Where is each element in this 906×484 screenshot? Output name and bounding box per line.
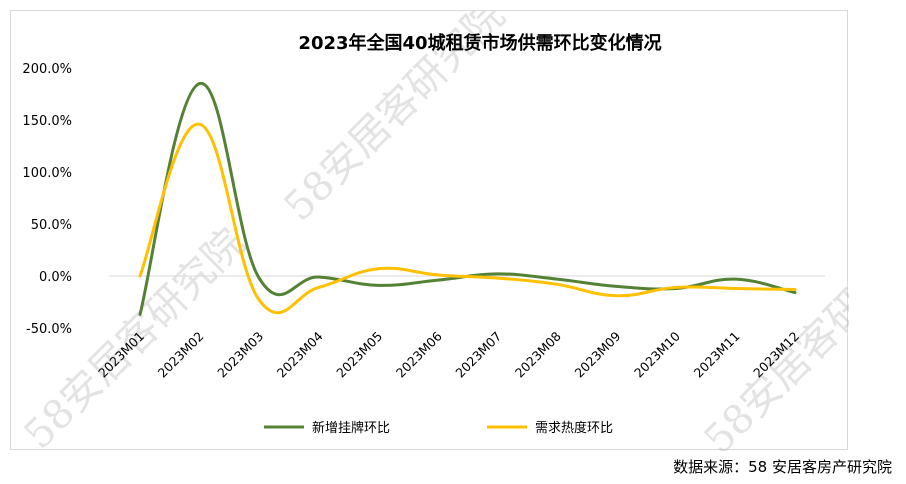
chart-title: 2023年全国40城租赁市场供需环比变化情况 xyxy=(298,32,661,54)
chart-frame: 58安居客研究院 58安居客研究院 58安居客研究院 2023年全国40城租赁市场供… xyxy=(10,10,849,451)
x-tick-label: 2023M04 xyxy=(274,328,326,380)
x-tick-label: 2023M05 xyxy=(333,329,385,381)
x-tick-label: 2023M10 xyxy=(631,328,683,380)
source-note: 数据来源：58 安居客房产研究院 xyxy=(673,458,892,476)
x-tick-label: 2023M06 xyxy=(393,328,445,380)
watermark-text: 58安居客研究院 xyxy=(696,225,849,451)
x-tick-label: 2023M07 xyxy=(452,329,504,381)
x-tick-label: 2023M08 xyxy=(512,328,564,380)
legend-label: 需求热度环比 xyxy=(535,420,613,436)
y-tick-label: 200.0% xyxy=(22,62,72,77)
y-axis: 200.0% 150.0% 100.0% 50.0% 0.0% -50.0% xyxy=(22,62,72,337)
y-tick-label: -50.0% xyxy=(26,322,72,337)
series-layer xyxy=(138,82,797,316)
y-tick-label: 150.0% xyxy=(22,114,72,129)
series-line-demand-heat xyxy=(138,122,797,315)
y-tick-label: 50.0% xyxy=(31,218,72,233)
series-line-new-listings xyxy=(138,82,797,316)
x-axis: 2023M01 2023M02 2023M03 2023M04 2023M05 2023M… xyxy=(95,328,802,380)
x-tick-label: 2023M11 xyxy=(691,329,743,381)
x-tick-label: 2023M03 xyxy=(214,329,266,381)
legend-label: 新增挂牌环比 xyxy=(312,420,390,436)
y-tick-label: 0.0% xyxy=(39,270,72,285)
x-tick-label: 2023M09 xyxy=(572,328,624,380)
legend: 新增挂牌环比 需求热度环比 xyxy=(264,420,613,436)
y-tick-label: 100.0% xyxy=(22,166,72,181)
